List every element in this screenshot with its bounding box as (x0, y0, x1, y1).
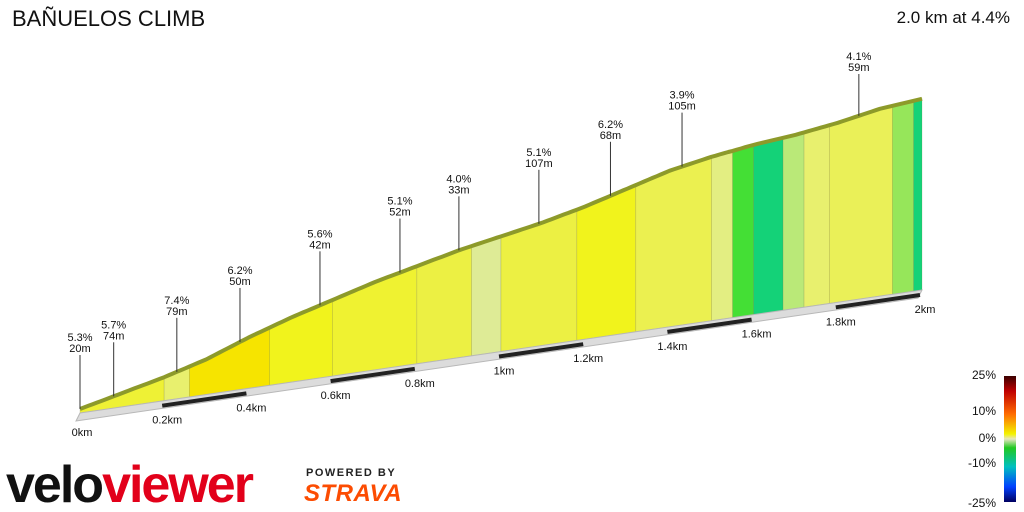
logo-suffix: viewer (102, 456, 254, 510)
logo-prefix: velo (6, 456, 102, 510)
powered-by-label: POWERED BY (306, 467, 397, 479)
legend-label-0: 0% (978, 431, 996, 445)
segment-gradient-label: 4.1% (846, 51, 871, 63)
gradient-band-16 (892, 100, 914, 295)
segment-distance-label: 107m (525, 158, 553, 170)
x-tick-label: 0.8km (405, 378, 435, 390)
x-tick-label: 1.4km (657, 341, 687, 353)
km-bar-9 (835, 293, 921, 310)
segment-gradient-label: 5.3% (67, 332, 92, 344)
segment-gradient-label: 5.7% (101, 319, 126, 331)
segment-gradient-label: 4.0% (446, 173, 471, 185)
legend-label-25: 25% (971, 368, 996, 382)
segment-gradient-label: 6.2% (598, 119, 623, 131)
segment-distance-label: 20m (69, 343, 90, 355)
x-tick-label: 1.6km (742, 329, 772, 341)
x-tick-label: 2km (915, 304, 936, 316)
segment-annotations: 5.3%20m5.7%74m7.4%79m6.2%50m5.6%42m5.1%5… (67, 51, 872, 409)
segment-distance-label: 74m (103, 330, 124, 342)
x-tick-label: 0.6km (321, 390, 351, 402)
km-bar-5 (498, 342, 584, 359)
legend-label-minus-25: -25% (967, 496, 996, 510)
segment-gradient-label: 5.6% (307, 228, 332, 240)
segment-gradient-label: 5.1% (387, 196, 412, 208)
svg-text:veloviewer: veloviewer (6, 456, 254, 510)
chart-title: BAÑUELOS CLIMB (12, 6, 206, 31)
segment-distance-label: 68m (600, 130, 621, 142)
gradient-legend: 25% 10% 0% -10% -25% (952, 364, 1024, 512)
segment-distance-label: 59m (848, 62, 869, 74)
gradient-band-17 (913, 98, 923, 292)
km-bar-7 (667, 317, 752, 334)
segment-distance-label: 42m (309, 239, 330, 251)
km-bar-3 (330, 366, 416, 384)
x-tick-label: 0km (72, 427, 93, 439)
x-tick-label: 1.8km (826, 316, 856, 328)
x-tick-label: 1.2km (573, 353, 603, 365)
climb-summary: 2.0 km at 4.4% (896, 8, 1010, 27)
segment-distance-label: 33m (448, 184, 469, 196)
gradient-band-9 (635, 156, 712, 333)
segment-gradient-label: 3.9% (669, 90, 694, 102)
x-tick-label: 0.4km (236, 402, 266, 414)
strava-logo: STRAVA (304, 480, 403, 507)
gradient-band-6 (471, 235, 502, 357)
legend-label-minus-10: -10% (967, 456, 996, 470)
segment-distance-label: 105m (668, 101, 696, 113)
gradient-band-13 (782, 131, 805, 311)
x-tick-label: 1km (494, 366, 515, 378)
gradient-band-14 (803, 124, 830, 308)
segment-gradient-label: 5.1% (526, 147, 551, 159)
segment-gradient-label: 6.2% (227, 265, 252, 277)
segment-distance-label: 79m (166, 306, 187, 318)
legend-colour-bar (1004, 376, 1016, 502)
gradient-band-10 (711, 150, 733, 322)
gradient-band-12 (753, 137, 784, 316)
km-bar-1 (161, 391, 247, 408)
kilometre-bars (161, 293, 921, 408)
gradient-band-15 (829, 105, 893, 304)
segment-gradient-label: 7.4% (164, 295, 189, 307)
segment-distance-label: 50m (229, 276, 250, 288)
elevation-profile-chart: 0km 0.2km 0.4km 0.6km 0.8km 1km 1.2km 1.4km 1.6k… (67, 51, 936, 439)
gradient-band-11 (732, 144, 754, 319)
veloviewer-logo: veloviewer (6, 456, 256, 510)
x-axis-ticks: 0km 0.2km 0.4km 0.6km 0.8km 1km 1.2km 1.4km 1.6k… (72, 304, 936, 439)
segment-distance-label: 52m (389, 207, 410, 219)
legend-label-10: 10% (971, 404, 996, 418)
x-tick-label: 0.2km (152, 415, 182, 427)
profile-top-edge (79, 96, 923, 411)
